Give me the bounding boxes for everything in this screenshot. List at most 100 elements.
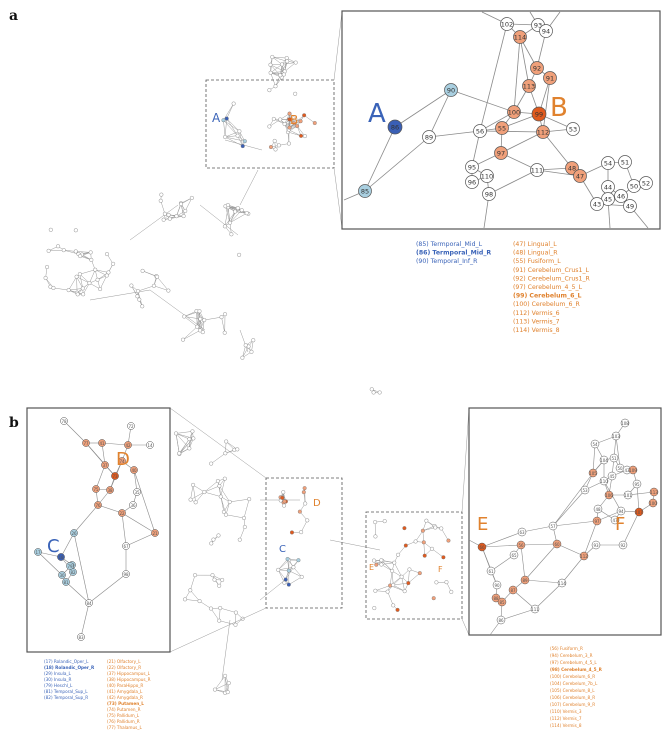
node-label: 88 xyxy=(493,596,499,601)
network-node xyxy=(138,298,142,302)
panel-b-connector-right-bottom xyxy=(462,619,469,635)
legend-entry: (92) Cerebelum_Crus1_R xyxy=(513,275,591,282)
panel-b-legend-left-blue: (17) Rolandic_Oper_L(18) Rolandic_Oper_R… xyxy=(44,659,95,700)
node-label: 75 xyxy=(93,487,99,492)
network-edge xyxy=(221,497,224,512)
panel-a-overview-network xyxy=(44,55,382,394)
network-node xyxy=(284,578,288,582)
network-node xyxy=(74,228,78,232)
network-node xyxy=(380,558,384,562)
node-label: 60 xyxy=(554,542,560,547)
legend-entry: (113) Vermis_7 xyxy=(513,318,560,325)
network-edge xyxy=(204,492,220,497)
network-node xyxy=(183,598,187,602)
network-node xyxy=(209,542,213,546)
network-node xyxy=(273,139,277,143)
network-node xyxy=(188,447,192,451)
legend-entry: (82) Temporal_Sup_R xyxy=(44,695,88,700)
panel-b-legend-right-orange: (56) Fusiform_R(94) Cerebelum_3_R(97) Ce… xyxy=(550,646,603,728)
network-node xyxy=(167,289,171,293)
network-node xyxy=(209,462,213,466)
node-label: 113 xyxy=(523,83,535,91)
network-node xyxy=(396,553,400,557)
network-node xyxy=(45,265,49,269)
legend-entry: (86) Termporal_Mid_R xyxy=(416,250,491,257)
network-node xyxy=(278,73,282,77)
group-a-overview-label: A xyxy=(212,111,221,125)
network-node xyxy=(250,350,254,354)
network-node xyxy=(298,510,302,514)
network-node xyxy=(396,608,400,612)
network-node xyxy=(247,497,251,501)
legend-entry: (47) Lingual_L xyxy=(513,241,557,248)
network-node xyxy=(433,526,437,530)
node-label: 22 xyxy=(119,511,125,516)
network-edge xyxy=(179,438,193,453)
network-node xyxy=(220,578,224,582)
network-node xyxy=(313,121,317,125)
group-d-inset-label: D xyxy=(116,449,130,470)
network-node xyxy=(193,573,197,577)
node-label: 100 xyxy=(649,501,657,506)
network-node xyxy=(198,317,202,321)
network-node xyxy=(228,221,232,225)
node-label: 47 xyxy=(576,173,584,181)
node-label: 66 xyxy=(479,545,485,550)
network-edge xyxy=(226,515,244,518)
node-label: 84 xyxy=(86,601,92,606)
node-label: 41 xyxy=(99,441,105,446)
legend-entry: (97) Cerebelum_4_5_L xyxy=(513,284,583,291)
node-label: 54 xyxy=(592,442,598,447)
network-node xyxy=(62,248,66,252)
network-node xyxy=(195,325,199,329)
network-edge xyxy=(53,288,68,290)
node-label: 91 xyxy=(546,75,554,83)
network-node xyxy=(378,391,382,395)
node-label: 52 xyxy=(642,180,650,188)
network-node xyxy=(280,63,284,67)
network-edge xyxy=(240,527,245,540)
network-node xyxy=(194,501,198,505)
network-node xyxy=(163,212,167,216)
network-edge xyxy=(393,583,408,585)
node-label: 30 xyxy=(59,573,65,578)
node-label: 56 xyxy=(518,543,524,548)
network-edge xyxy=(432,549,443,557)
network-node xyxy=(183,209,187,213)
legend-entry: (99) Cerebelum_6_L xyxy=(513,293,581,300)
legend-entry: (97) Cerebelum_4_5_L xyxy=(550,660,597,665)
node-label: 105 xyxy=(589,471,597,476)
network-node xyxy=(223,674,227,678)
network-edge xyxy=(161,201,165,214)
network-edge xyxy=(193,485,204,492)
node-label: 57 xyxy=(550,524,556,529)
network-node xyxy=(111,262,115,266)
network-node xyxy=(236,134,240,138)
network-node xyxy=(425,519,429,523)
node-label: 97 xyxy=(497,150,505,158)
network-node xyxy=(423,554,427,558)
network-node xyxy=(190,196,194,200)
node-label: 83 xyxy=(78,635,84,640)
network-node xyxy=(245,211,249,215)
network-node xyxy=(372,391,376,395)
network-node xyxy=(285,56,289,60)
network-node xyxy=(251,338,255,342)
legend-entry: (55) Fusiform_L xyxy=(513,258,561,265)
network-node xyxy=(96,278,100,282)
network-node xyxy=(218,606,222,610)
node-label: 99 xyxy=(535,111,543,119)
legend-entry: (74) Putamen_R xyxy=(107,707,141,712)
network-node xyxy=(218,484,222,488)
network-node xyxy=(88,281,92,285)
network-node xyxy=(74,250,78,254)
network-edge xyxy=(193,485,196,502)
network-edge xyxy=(69,277,77,290)
network-node xyxy=(287,142,291,146)
network-node xyxy=(403,526,407,530)
network-node xyxy=(234,623,238,627)
node-label: 92 xyxy=(620,543,626,548)
network-node xyxy=(274,84,278,88)
group-f-inset-label: F xyxy=(615,514,625,535)
node-label: 100 xyxy=(508,109,520,117)
